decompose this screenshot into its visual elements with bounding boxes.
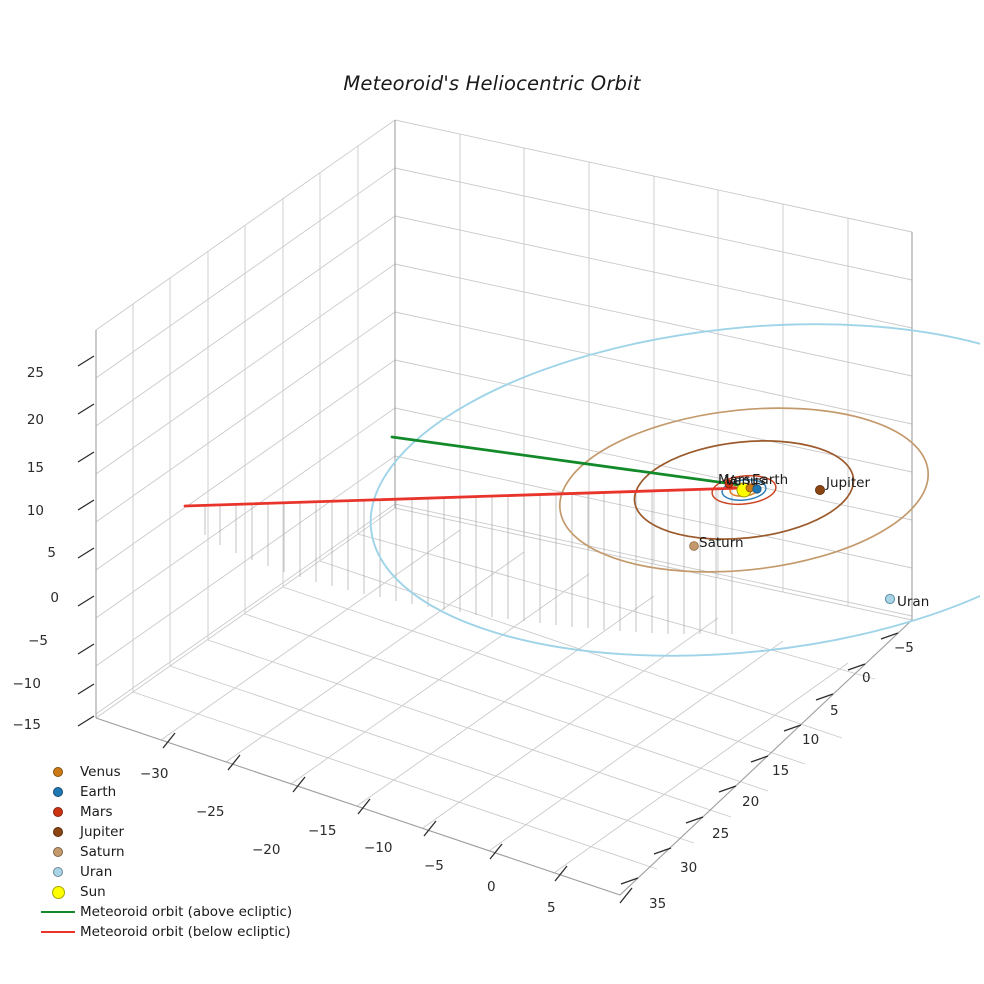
planet-markers: [689, 479, 896, 605]
meteoroid-orbit-below-ecliptic: [183, 486, 744, 508]
orbit-jupiter: [633, 440, 855, 540]
y-axis-tick-0: −5: [894, 640, 914, 656]
z-axis-ticks: [77, 355, 95, 727]
legend-item-venus[interactable]: Venus: [36, 762, 296, 782]
grid-wall-left: [95, 119, 396, 718]
x-axis-tick-1: −25: [196, 804, 225, 820]
y-axis-ticks: [620, 632, 899, 885]
x-axis-ticks: [162, 732, 633, 904]
legend-uran-dot-icon: [53, 867, 63, 877]
legend-mars-dot-icon: [53, 807, 63, 817]
y-axis-tick-7: 30: [680, 860, 698, 876]
orbit-earth: [721, 479, 767, 501]
y-axis-tick-8: 35: [649, 896, 667, 912]
y-axis-tick-4: 15: [772, 763, 790, 779]
marker-jupiter: [815, 484, 826, 495]
legend-venus-label: Venus: [80, 764, 121, 780]
z-axis-tick-2: 15: [26, 460, 44, 476]
legend-item-saturn[interactable]: Saturn: [36, 842, 296, 862]
page-title: Meteoroid's Heliocentric Orbit: [343, 72, 641, 95]
legend-orbit-above-line-icon: [41, 910, 75, 914]
z-axis-tick-4: 5: [47, 545, 56, 561]
legend-item-sun[interactable]: Sun: [36, 882, 296, 902]
planet-orbits: [369, 323, 980, 657]
legend-item-orbit-above[interactable]: Meteoroid orbit (above ecliptic): [36, 902, 296, 922]
uran-label: Uran: [897, 594, 930, 610]
legend-uran-label: Uran: [80, 864, 113, 880]
z-axis-tick-8: −15: [12, 717, 42, 733]
legend-saturn-dot-icon: [53, 847, 63, 857]
y-axis-tick-3: 10: [802, 732, 820, 748]
x-axis-tick-4: −10: [364, 840, 393, 856]
x-axis-tick-6: 0: [487, 879, 496, 895]
legend-earth-label: Earth: [80, 784, 117, 800]
x-axis-tick-3: −15: [308, 823, 337, 839]
y-axis-tick-5: 20: [742, 794, 760, 810]
legend-item-earth[interactable]: Earth: [36, 782, 296, 802]
orbit-mars: [711, 474, 777, 506]
x-axis-tick-7: 5: [547, 900, 556, 916]
saturn-label: Saturn: [699, 535, 744, 551]
legend-saturn-label: Saturn: [80, 844, 125, 860]
z-axis-tick-3: 10: [26, 503, 44, 519]
legend-item-uran[interactable]: Uran: [36, 862, 296, 882]
z-axis-tick-5: 0: [50, 590, 59, 606]
legend-sun-label: Sun: [80, 884, 106, 900]
legend-jupiter-dot-icon: [53, 827, 63, 837]
y-axis-tick-6: 25: [712, 826, 730, 842]
legend-mars-label: Mars: [80, 804, 113, 820]
y-axis-tick-2: 5: [830, 703, 839, 719]
legend-item-orbit-below[interactable]: Meteoroid orbit (below ecliptic): [36, 922, 296, 942]
grid-wall-right: [394, 119, 913, 620]
marker-earth: [752, 484, 762, 494]
legend-item-jupiter[interactable]: Jupiter: [36, 822, 296, 842]
mars-label: Mars: [718, 472, 751, 488]
legend-earth-dot-icon: [53, 787, 63, 797]
venus-label: Venus: [725, 473, 766, 489]
legend-sun-dot-icon: [51, 885, 65, 899]
marker-uran: [884, 593, 896, 605]
trajectory-stem-lines: [204, 488, 733, 634]
orbit-saturn: [558, 407, 930, 573]
legend-orbit-below-line-icon: [41, 930, 75, 934]
meteoroid-orbit-above-ecliptic: [390, 435, 742, 487]
meteoroid-trajectory: [183, 435, 744, 508]
orbit-uran: [369, 323, 980, 657]
earth-label: Earth: [752, 472, 789, 488]
z-axis-tick-6: −5: [28, 633, 48, 649]
marker-mars: [724, 479, 734, 489]
x-axis-tick-0: −30: [140, 766, 169, 782]
z-axis-tick-7: −10: [12, 676, 42, 692]
legend: Venus Earth Mars Jupiter Saturn Uran Sun Meteor…: [36, 762, 296, 942]
jupiter-label: Jupiter: [826, 475, 871, 491]
legend-venus-dot-icon: [53, 767, 63, 777]
x-axis-tick-5: −5: [424, 858, 444, 874]
y-axis-tick-1: 0: [862, 670, 871, 686]
legend-orbit-above-label: Meteoroid orbit (above ecliptic): [80, 904, 293, 920]
marker-saturn: [689, 541, 699, 551]
legend-orbit-below-label: Meteoroid orbit (below ecliptic): [80, 924, 291, 940]
z-axis-tick-1: 20: [26, 412, 44, 428]
legend-jupiter-label: Jupiter: [80, 824, 125, 840]
legend-item-mars[interactable]: Mars: [36, 802, 296, 822]
z-axis-tick-0: 25: [26, 365, 44, 381]
x-axis-tick-2: −20: [252, 842, 281, 858]
